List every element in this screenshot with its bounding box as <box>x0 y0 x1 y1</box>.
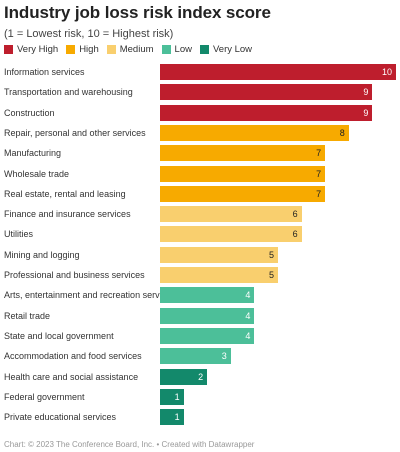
bar <box>160 267 278 283</box>
category-label: Retail trade <box>4 310 51 321</box>
bar <box>160 64 396 80</box>
legend-item: Low <box>161 44 192 55</box>
category-label: Arts, entertainment and recreation servi… <box>4 290 176 301</box>
bar-value-label: 5 <box>268 249 274 260</box>
category-label: Accommodation and food services <box>4 351 142 362</box>
bar-value-label: 7 <box>316 148 322 159</box>
legend-label: Very High <box>17 44 59 55</box>
legend-swatch <box>106 45 116 54</box>
category-label: Information services <box>4 67 85 77</box>
bar <box>160 185 326 202</box>
bar-value-label: 4 <box>245 290 251 301</box>
chart-footer: Chart: © 2023 The Conference Board, Inc.… <box>4 440 255 449</box>
legend-item: Very High <box>4 44 58 55</box>
bar-value-label: 7 <box>316 168 322 179</box>
bar-value-label: 9 <box>363 87 369 98</box>
legend-item: Very Low <box>199 44 253 55</box>
legend-swatch <box>66 45 76 54</box>
bar <box>160 145 326 162</box>
bar-value-label: 4 <box>245 330 251 341</box>
bar <box>160 84 373 101</box>
category-label: Construction <box>4 107 55 118</box>
bar-value-label: 10 <box>381 67 392 77</box>
legend-label: Very Low <box>212 44 253 55</box>
legend-label: Medium <box>119 44 154 55</box>
bar <box>160 246 278 263</box>
category-label: Real estate, rental and leasing <box>4 188 126 199</box>
category-label: Professional and business services <box>4 270 145 280</box>
bar-value-label: 3 <box>221 351 227 362</box>
legend-item: Medium <box>106 44 154 55</box>
bar <box>160 409 184 426</box>
bar <box>160 368 208 385</box>
bar <box>160 307 255 324</box>
bar-value-label: 9 <box>363 107 369 118</box>
category-label: Private educational services <box>4 412 117 423</box>
bar <box>160 124 349 141</box>
legend-item: High <box>66 44 99 55</box>
legend-label: Low <box>174 44 192 55</box>
bar-value-label: 1 <box>174 412 180 423</box>
bar <box>160 388 184 405</box>
legend-swatch <box>199 45 209 54</box>
category-label: Finance and insurance services <box>4 209 131 220</box>
bar <box>160 327 255 344</box>
category-label: State and local government <box>4 330 114 341</box>
bar <box>160 165 326 182</box>
category-label: Utilities <box>4 229 34 240</box>
bar-value-label: 2 <box>198 371 204 382</box>
category-label: Manufacturing <box>4 148 62 159</box>
chart-legend: Very High High Medium Low Very Low <box>4 44 252 55</box>
chart-subtitle: (1 = Lowest risk, 10 = Highest risk) <box>4 28 174 40</box>
category-label: Health care and social assistance <box>4 371 139 382</box>
bar <box>160 287 255 304</box>
category-label: Transportation and warehousing <box>4 87 133 98</box>
bar-value-label: 5 <box>268 270 274 280</box>
bar-value-label: 6 <box>292 209 298 220</box>
category-label: Repair, personal and other services <box>4 127 146 138</box>
bar-value-label: 6 <box>292 229 298 240</box>
category-label: Federal government <box>4 391 85 402</box>
category-label: Wholesale trade <box>4 168 70 179</box>
bar <box>160 348 231 365</box>
bar <box>160 206 302 223</box>
bar-value-label: 1 <box>174 391 180 402</box>
category-label: Mining and logging <box>4 249 80 260</box>
bar-value-label: 8 <box>339 127 345 138</box>
legend-swatch <box>4 45 13 54</box>
chart-title: Industry job loss risk index score <box>4 3 271 22</box>
bar-value-label: 4 <box>245 310 251 321</box>
legend-label: High <box>79 44 99 55</box>
bar-value-label: 7 <box>316 188 322 199</box>
bar <box>160 104 373 121</box>
bar <box>160 226 302 243</box>
legend-swatch <box>161 45 171 54</box>
